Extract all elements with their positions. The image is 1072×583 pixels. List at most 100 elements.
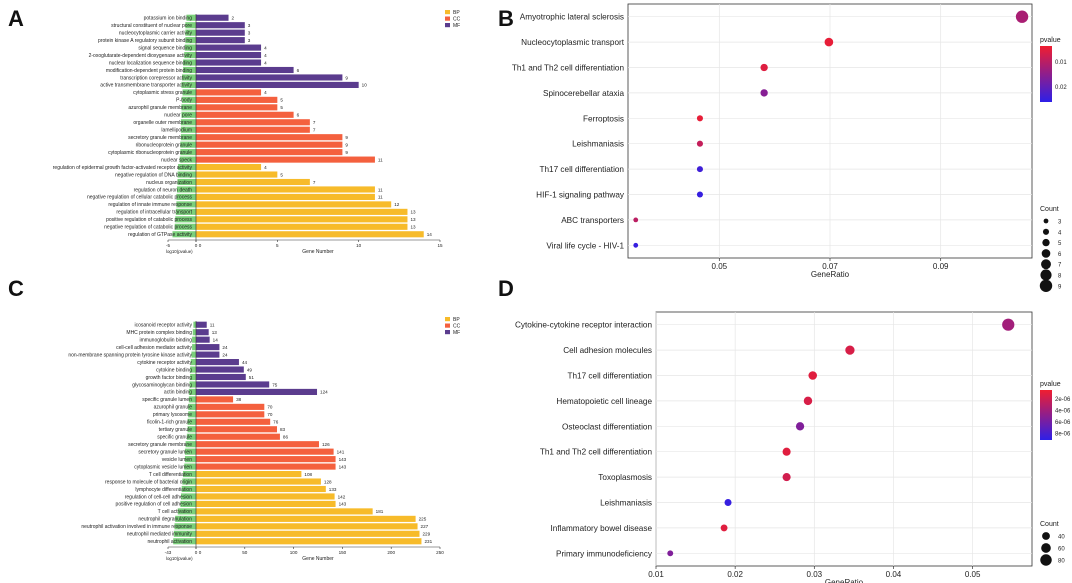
- panel-letter-c: C: [8, 276, 24, 301]
- gene-count-bar: [196, 186, 375, 193]
- panel-letter-b: B: [498, 6, 514, 31]
- neg-log-bar: [189, 381, 196, 388]
- neg-log-bar: [184, 448, 196, 455]
- pathway-label: Nucleocytoplasmic transport: [521, 38, 625, 47]
- color-bar: [1040, 390, 1052, 440]
- category-label: positive regulation of catabolic process: [106, 217, 192, 223]
- bar-value-label: 70: [267, 405, 273, 410]
- panel-c-bar-chart: 11 icosanoid receptor activity 13 MHC prote…: [68, 317, 461, 562]
- tick-label: 0.09: [933, 262, 949, 271]
- bar-value-label: 70: [267, 412, 273, 417]
- gene-count-bar: [196, 381, 270, 388]
- bar-value-label: 11: [378, 195, 383, 200]
- category-label: actin binding: [164, 390, 192, 396]
- pathway-label: Viral life cycle - HIV-1: [546, 241, 624, 250]
- bar-value-label: 24: [222, 352, 228, 357]
- category-label: secretory granule lumen: [138, 449, 192, 455]
- bar-value-label: 2: [232, 16, 235, 21]
- category-label: lamellipodium: [161, 128, 192, 134]
- bar-value-label: 181: [376, 509, 384, 514]
- neg-log-bar: [187, 418, 196, 425]
- gene-count-bar: [196, 418, 271, 425]
- gene-count-bar: [196, 336, 210, 343]
- neg-log-bar: [185, 441, 196, 448]
- tick-label: 0.03: [807, 570, 823, 579]
- size-legend-dot: [1039, 279, 1053, 292]
- gene-count-bar: [196, 463, 336, 470]
- neg-tick-label: 0: [195, 550, 198, 555]
- tick-label: 0.01: [648, 570, 664, 579]
- neg-log-bar: [177, 171, 196, 178]
- data-point: [633, 217, 639, 223]
- bar-value-label: 4: [264, 60, 267, 65]
- size-legend-label: 3: [1058, 220, 1062, 226]
- pathway-label: Cytokine-cytokine receptor interaction: [515, 321, 652, 330]
- size-legend-title: Count: [1040, 206, 1059, 213]
- neg-log-bar: [190, 359, 196, 366]
- tick-label: 0.05: [712, 262, 728, 271]
- tick-label: 250: [436, 550, 444, 555]
- neg-log-bar: [192, 329, 196, 336]
- category-label: negative regulation of DNA binding: [115, 172, 192, 178]
- bar-value-label: 6: [297, 113, 300, 118]
- gene-count-bar: [196, 396, 234, 403]
- category-label: azurophil granule membrane: [128, 105, 192, 111]
- category-label: non-membrane spanning protein tyrosine k…: [68, 352, 192, 358]
- category-label: azurophil granule: [154, 405, 193, 411]
- category-label: immunoglobulin binding: [139, 337, 192, 343]
- bar-value-label: 4: [264, 90, 267, 95]
- neg-log-bar: [182, 478, 196, 485]
- category-label: regulation of cell-cell adhesion: [125, 494, 192, 500]
- category-label: structural constituent of nuclear pore: [111, 23, 192, 29]
- data-point: [782, 473, 791, 482]
- gene-count-bar: [196, 344, 220, 351]
- bar-value-label: 143: [339, 464, 347, 469]
- pathway-label: Th1 and Th2 cell differentiation: [540, 448, 653, 457]
- category-label: transcription corepressor activity: [120, 75, 192, 81]
- category-label: MHC protein complex binding: [126, 330, 192, 336]
- tick-label: 0.07: [822, 262, 838, 271]
- bar-value-label: 3: [248, 30, 251, 35]
- tick-label: 200: [387, 550, 395, 555]
- category-label: protein kinase A regulatory subunit bind…: [98, 38, 192, 44]
- neg-log-bar: [188, 396, 196, 403]
- size-legend-dot: [1041, 543, 1051, 553]
- category-label: T cell activation: [158, 509, 193, 515]
- neg-log-bar: [180, 149, 196, 156]
- color-legend-tick: 6e-06: [1055, 420, 1071, 426]
- gene-count-bar: [196, 134, 343, 141]
- bar-value-label: 4: [264, 45, 267, 50]
- gene-count-bar: [196, 74, 343, 81]
- color-legend-title: pvalue: [1040, 37, 1061, 44]
- category-label: vesicle lumen: [162, 457, 193, 463]
- legend-swatch: [445, 330, 450, 335]
- gene-count-bar: [196, 500, 336, 507]
- gene-count-bar: [196, 178, 310, 186]
- neg-log-bar: [191, 351, 196, 358]
- tick-label: 100: [290, 550, 298, 555]
- category-label: regulation of innate immune response: [108, 202, 192, 208]
- gene-count-bar: [196, 366, 244, 373]
- bar-value-label: 13: [410, 217, 416, 222]
- bar-value-label: 143: [339, 502, 347, 507]
- category-label: T cell differentiation: [149, 472, 192, 478]
- neg-log-bar: [182, 471, 196, 478]
- category-label: neutrophil degranulation: [138, 517, 192, 523]
- gene-count-bar: [196, 478, 321, 485]
- neg-log-bar: [184, 44, 196, 51]
- category-label: active transmembrane transporter activit…: [100, 83, 192, 89]
- legend-swatch: [445, 23, 450, 28]
- panel-a-bar-chart: 2 potassium ion binding 3 structural consti…: [53, 10, 461, 255]
- neg-axis-label: log10(pvalue): [166, 249, 193, 254]
- category-label: 2-oxoglutarate-dependent dioxygenase act…: [89, 53, 193, 59]
- size-legend-label: 60: [1058, 547, 1065, 553]
- category-label: negative regulation of catabolic process: [104, 225, 192, 231]
- color-bar: [1040, 46, 1052, 102]
- neg-axis-label: log10(pvalue): [166, 556, 193, 561]
- gene-count-bar: [196, 530, 420, 537]
- neg-tick-label: 0: [195, 243, 198, 248]
- bar-value-label: 126: [322, 442, 330, 447]
- x-axis-label: Gene Number: [302, 249, 334, 255]
- color-legend-tick: 8e-06: [1055, 432, 1071, 438]
- gene-count-bar: [196, 493, 335, 500]
